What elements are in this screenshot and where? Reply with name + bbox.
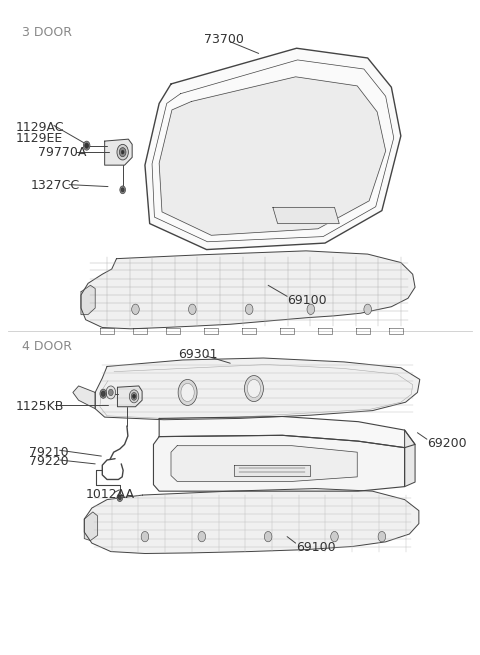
Circle shape bbox=[244, 375, 264, 402]
Polygon shape bbox=[105, 139, 132, 165]
Circle shape bbox=[100, 389, 107, 398]
Circle shape bbox=[178, 379, 197, 405]
Circle shape bbox=[198, 531, 205, 542]
Circle shape bbox=[378, 531, 385, 542]
Circle shape bbox=[120, 186, 125, 194]
Polygon shape bbox=[84, 489, 419, 553]
Text: 4 DOOR: 4 DOOR bbox=[22, 341, 72, 354]
Circle shape bbox=[129, 390, 139, 403]
Text: 79210: 79210 bbox=[29, 445, 69, 458]
Text: 73700: 73700 bbox=[204, 33, 244, 47]
Polygon shape bbox=[81, 251, 415, 329]
Text: 69301: 69301 bbox=[178, 348, 217, 361]
Polygon shape bbox=[273, 208, 339, 223]
Circle shape bbox=[264, 531, 272, 542]
Circle shape bbox=[307, 304, 314, 314]
Circle shape bbox=[189, 304, 196, 314]
Circle shape bbox=[117, 494, 123, 502]
Text: 1125KB: 1125KB bbox=[16, 400, 64, 413]
Circle shape bbox=[121, 188, 124, 192]
Polygon shape bbox=[154, 436, 405, 491]
Text: 69200: 69200 bbox=[427, 437, 467, 449]
Circle shape bbox=[120, 147, 126, 157]
Polygon shape bbox=[171, 445, 357, 481]
Circle shape bbox=[131, 392, 137, 400]
Circle shape bbox=[119, 496, 121, 500]
Polygon shape bbox=[159, 417, 415, 447]
Circle shape bbox=[132, 394, 135, 398]
Circle shape bbox=[101, 391, 105, 396]
Text: 1327CC: 1327CC bbox=[30, 179, 79, 193]
Circle shape bbox=[331, 531, 338, 542]
Circle shape bbox=[108, 389, 113, 396]
Polygon shape bbox=[405, 430, 415, 487]
Polygon shape bbox=[234, 465, 310, 476]
Polygon shape bbox=[84, 512, 97, 540]
Text: 3 DOOR: 3 DOOR bbox=[22, 26, 72, 39]
Circle shape bbox=[84, 141, 90, 150]
Text: 69100: 69100 bbox=[296, 540, 335, 553]
Polygon shape bbox=[81, 286, 95, 314]
Circle shape bbox=[247, 379, 261, 398]
Polygon shape bbox=[152, 60, 394, 242]
Polygon shape bbox=[118, 386, 142, 407]
Text: 1129AC: 1129AC bbox=[16, 121, 64, 134]
Circle shape bbox=[117, 144, 128, 160]
Circle shape bbox=[245, 304, 253, 314]
Text: 79220: 79220 bbox=[29, 455, 69, 468]
Text: 1129EE: 1129EE bbox=[16, 132, 63, 145]
Circle shape bbox=[181, 383, 194, 402]
Circle shape bbox=[132, 304, 139, 314]
Circle shape bbox=[121, 150, 124, 154]
Circle shape bbox=[141, 531, 149, 542]
Polygon shape bbox=[95, 358, 420, 420]
Polygon shape bbox=[73, 386, 95, 409]
Text: 69100: 69100 bbox=[287, 293, 327, 307]
Polygon shape bbox=[145, 48, 401, 250]
Polygon shape bbox=[159, 77, 385, 235]
Circle shape bbox=[85, 143, 88, 148]
Circle shape bbox=[106, 386, 116, 399]
Text: 1012AA: 1012AA bbox=[86, 488, 135, 501]
Circle shape bbox=[364, 304, 372, 314]
Text: 79770A: 79770A bbox=[38, 146, 87, 159]
